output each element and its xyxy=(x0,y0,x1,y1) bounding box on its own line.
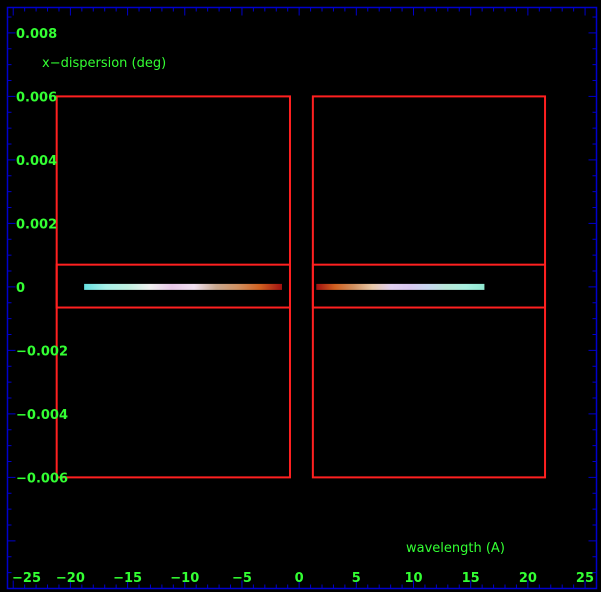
y-tick-label: −0.002 xyxy=(16,344,68,359)
x-tick-label: 25 xyxy=(576,571,594,586)
y-tick-label: 0.008 xyxy=(16,27,57,42)
trace-2 xyxy=(316,283,485,290)
x-tick-label: 20 xyxy=(519,571,537,586)
region-extraction-band-negative xyxy=(55,263,291,309)
x-tick-label: −25 xyxy=(12,571,41,586)
x-tick-labels: −25 −20 −15 −10 −5 0 5 10 15 20 25 xyxy=(12,571,594,586)
detector-regions xyxy=(55,95,547,479)
x-tick-label: −20 xyxy=(56,571,85,586)
x-tick-label: −15 xyxy=(113,571,142,586)
y-tick-label: −0.004 xyxy=(16,408,68,423)
y-tick-label: 0.006 xyxy=(16,90,57,105)
trace-1 xyxy=(84,283,282,290)
y-tick-label: 0.002 xyxy=(16,217,57,232)
y-tick-label: 0 xyxy=(16,281,25,296)
x-tick-label: −5 xyxy=(232,571,252,586)
x-tick-label: 5 xyxy=(352,571,361,586)
x-tick-label: 15 xyxy=(462,571,480,586)
y-tick-label: 0.004 xyxy=(16,154,57,169)
region-extraction-band-positive xyxy=(311,263,547,309)
x-axis-title: wavelength (A) xyxy=(406,541,505,556)
x-tick-label: −10 xyxy=(170,571,199,586)
plot-frame xyxy=(6,6,598,590)
spectral-traces xyxy=(84,283,485,290)
y-axis-title: x−dispersion (deg) xyxy=(42,56,166,71)
y-tick-label: −0.006 xyxy=(16,471,68,486)
y-tick-labels: 0.008 0.006 0.004 0.002 0 −0.002 −0.004 −0.006 xyxy=(16,27,68,486)
x-tick-label: 10 xyxy=(404,571,422,586)
x-tick-label: 0 xyxy=(295,571,304,586)
